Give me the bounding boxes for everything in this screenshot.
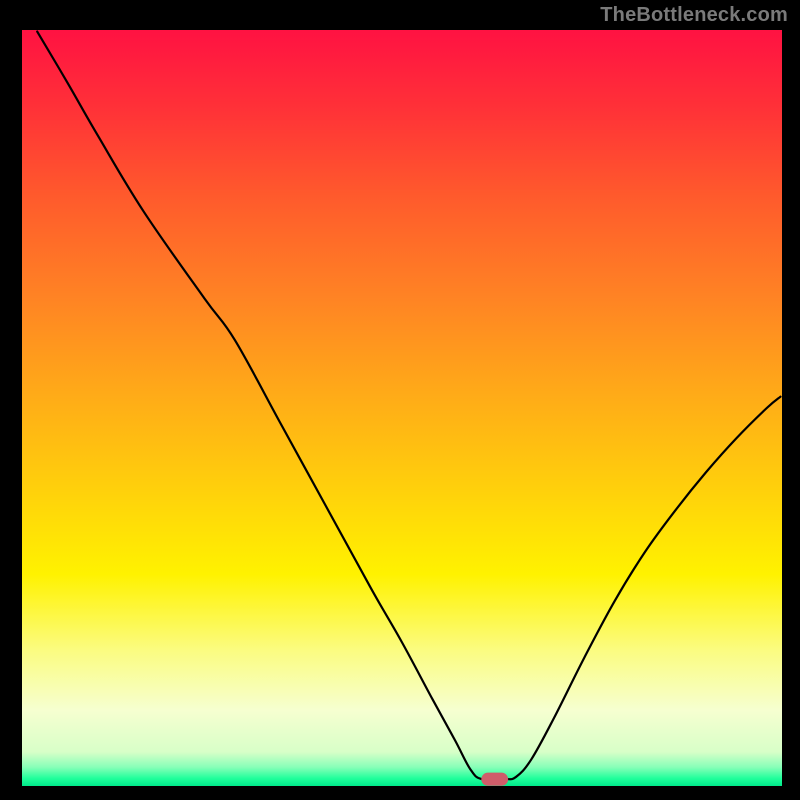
gradient-background [22,30,782,786]
marker-min-marker [482,773,508,785]
plot-svg [22,30,782,786]
watermark-text: TheBottleneck.com [600,4,788,27]
chart-frame: TheBottleneck.com [0,0,800,800]
plot-area [22,30,782,786]
